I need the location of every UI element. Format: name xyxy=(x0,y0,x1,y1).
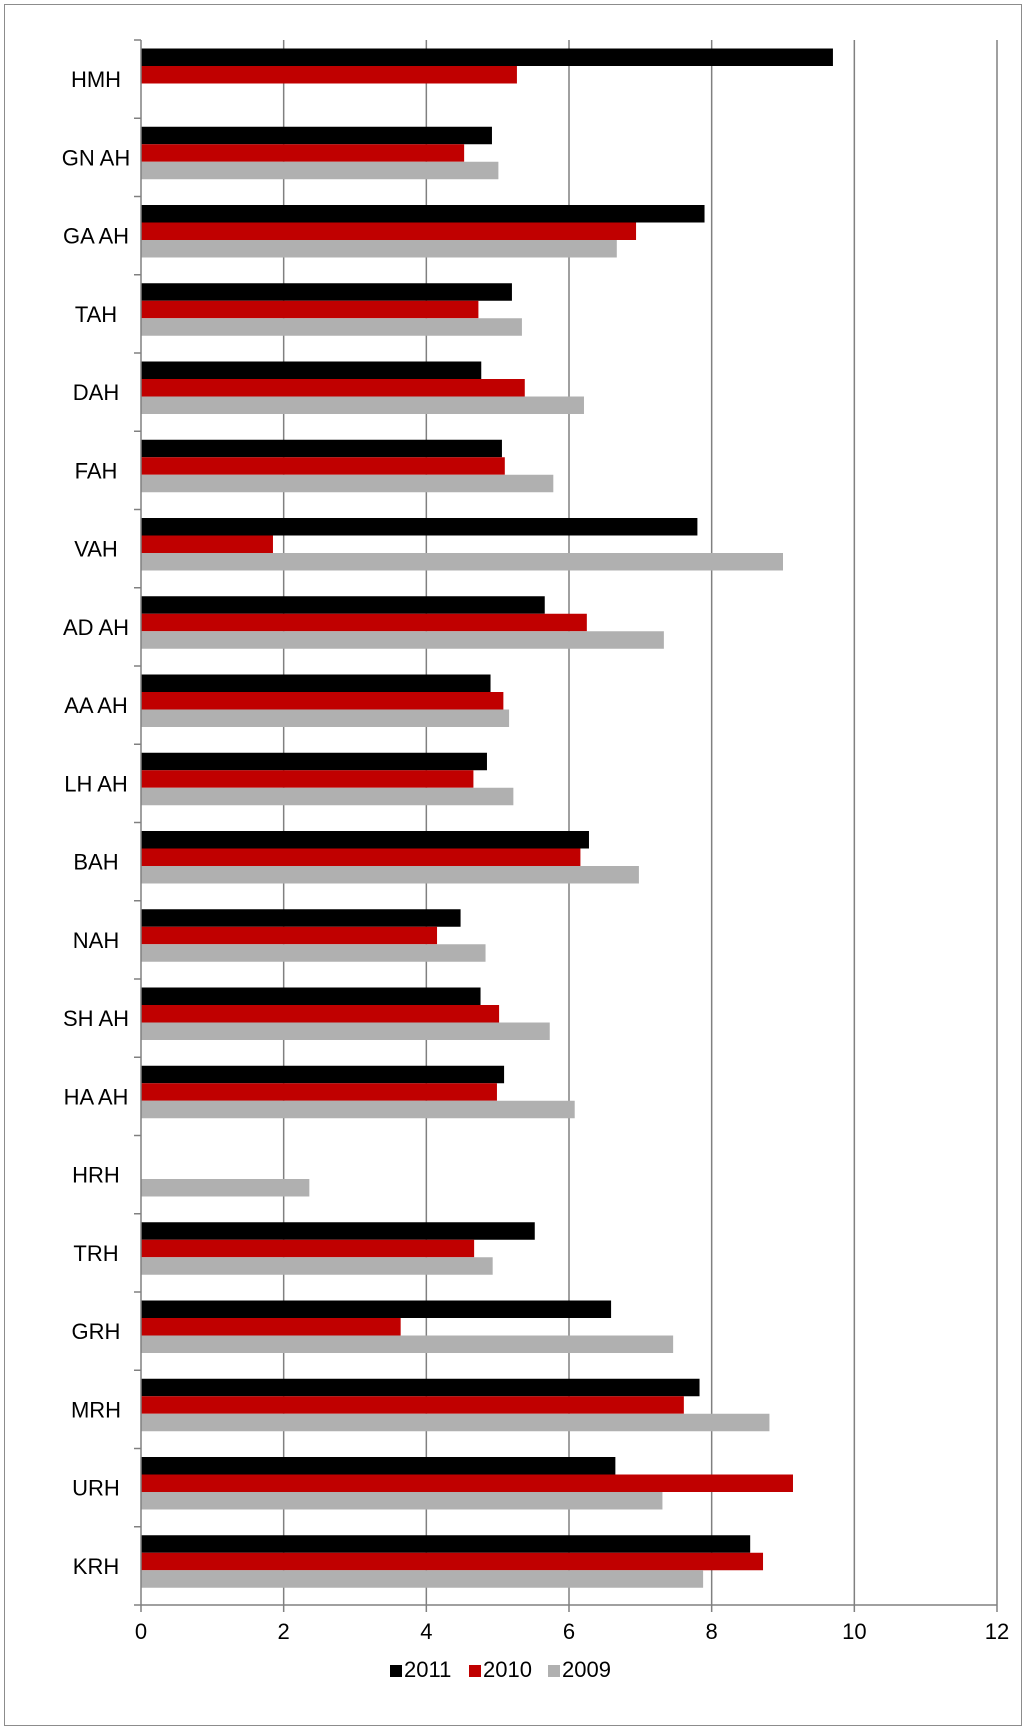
bar-2010 xyxy=(141,1318,401,1336)
bar-2009 xyxy=(141,944,486,962)
bar-2009 xyxy=(141,474,554,493)
bar-2010 xyxy=(141,1474,793,1492)
bar-2010 xyxy=(141,692,504,710)
bar-2009 xyxy=(141,1022,550,1040)
category-label: BAH xyxy=(73,850,118,875)
category-labels: HMH GN AH GA AH TAH DAH FAH VAH AD AH AA AH LH AH… xyxy=(62,67,130,1579)
bar-2011 xyxy=(141,48,833,66)
bar-2011 xyxy=(141,439,502,458)
bar-2011 xyxy=(141,283,512,301)
bar-2009 xyxy=(141,553,783,571)
legend: 2011 2010 2009 xyxy=(390,1657,611,1682)
bar-2011 xyxy=(141,752,487,771)
x-tick-label: 4 xyxy=(420,1619,432,1644)
bar-2010 xyxy=(141,1239,475,1258)
bar-2011 xyxy=(141,1535,751,1553)
bar-2011 xyxy=(141,1457,616,1475)
category-label: AA AH xyxy=(64,693,128,718)
axes xyxy=(134,39,998,1612)
bar-2009 xyxy=(141,1570,704,1588)
bar-2010 xyxy=(141,613,587,632)
bar-2009 xyxy=(141,318,522,336)
category-label: SH AH xyxy=(63,1006,129,1031)
bar-2010 xyxy=(141,222,637,240)
bar-2010 xyxy=(141,770,474,788)
bar-2009 xyxy=(141,1335,674,1353)
bar-2009 xyxy=(141,1413,770,1432)
legend-label: 2010 xyxy=(483,1657,532,1682)
category-label: GN AH xyxy=(62,145,130,170)
bar-2010 xyxy=(141,1396,684,1414)
bar-2010 xyxy=(141,926,438,945)
category-label: HRH xyxy=(72,1163,120,1188)
category-label: URH xyxy=(72,1476,120,1501)
bar-2009 xyxy=(141,396,584,414)
bar-2009 xyxy=(141,240,617,258)
bar-2011 xyxy=(141,205,705,223)
bar-2011 xyxy=(141,1065,505,1084)
bar-2009 xyxy=(141,1492,663,1510)
category-label: LH AH xyxy=(64,771,128,796)
category-label: KRH xyxy=(73,1554,119,1579)
x-tick-labels: 0 2 4 6 8 10 12 xyxy=(135,1619,1009,1644)
bar-2009 xyxy=(141,866,639,884)
x-tick-label: 2 xyxy=(278,1619,290,1644)
bar-2009 xyxy=(141,787,514,806)
bar-2011 xyxy=(141,596,545,614)
category-label: TRH xyxy=(73,1241,118,1266)
bar-2010 xyxy=(141,1005,500,1023)
legend-swatch-2011 xyxy=(390,1665,402,1677)
legend-swatch-2010 xyxy=(469,1665,481,1677)
bar-2011 xyxy=(141,518,698,536)
category-label: AD AH xyxy=(63,615,129,640)
category-label: GRH xyxy=(72,1319,121,1344)
bar-2009 xyxy=(141,1257,493,1275)
bar-2010 xyxy=(141,1552,764,1571)
bar-2010 xyxy=(141,379,525,397)
category-label: MRH xyxy=(71,1397,121,1422)
legend-swatch-2009 xyxy=(548,1665,560,1677)
legend-label: 2009 xyxy=(562,1657,611,1682)
category-label: TAH xyxy=(75,302,117,327)
bar-2010 xyxy=(141,848,581,866)
x-tick-label: 12 xyxy=(985,1619,1009,1644)
bar-2011 xyxy=(141,1222,535,1240)
x-tick-label: 10 xyxy=(842,1619,866,1644)
bar-2011 xyxy=(141,361,482,379)
bar-2011 xyxy=(141,1300,612,1318)
x-tick-label: 6 xyxy=(563,1619,575,1644)
x-tick-label: 8 xyxy=(706,1619,718,1644)
category-label: DAH xyxy=(73,380,119,405)
bar-2009 xyxy=(141,161,499,180)
bar-2010 xyxy=(141,66,517,84)
category-label: HMH xyxy=(71,67,121,92)
bar-2011 xyxy=(141,126,492,145)
bar-2010 xyxy=(141,300,479,319)
legend-label: 2011 xyxy=(404,1657,451,1682)
bar-2011 xyxy=(141,909,461,927)
bar-2009 xyxy=(141,709,510,727)
bar-2010 xyxy=(141,535,273,553)
category-label: GA AH xyxy=(63,224,129,249)
bar-2009 xyxy=(141,631,664,649)
category-label: NAH xyxy=(73,928,119,953)
bar-2011 xyxy=(141,831,589,849)
category-label: FAH xyxy=(75,458,118,483)
bar-2011 xyxy=(141,987,481,1005)
bar-2009 xyxy=(141,1179,310,1197)
bar-2009 xyxy=(141,1100,575,1119)
bar-2010 xyxy=(141,144,465,162)
bar-2011 xyxy=(141,674,491,692)
bars xyxy=(141,48,833,1588)
category-label: VAH xyxy=(74,537,118,562)
bar-2011 xyxy=(141,1378,700,1397)
bar-2010 xyxy=(141,457,505,475)
category-label: HA AH xyxy=(64,1084,129,1109)
bar-2010 xyxy=(141,1083,497,1101)
x-tick-label: 0 xyxy=(135,1619,147,1644)
